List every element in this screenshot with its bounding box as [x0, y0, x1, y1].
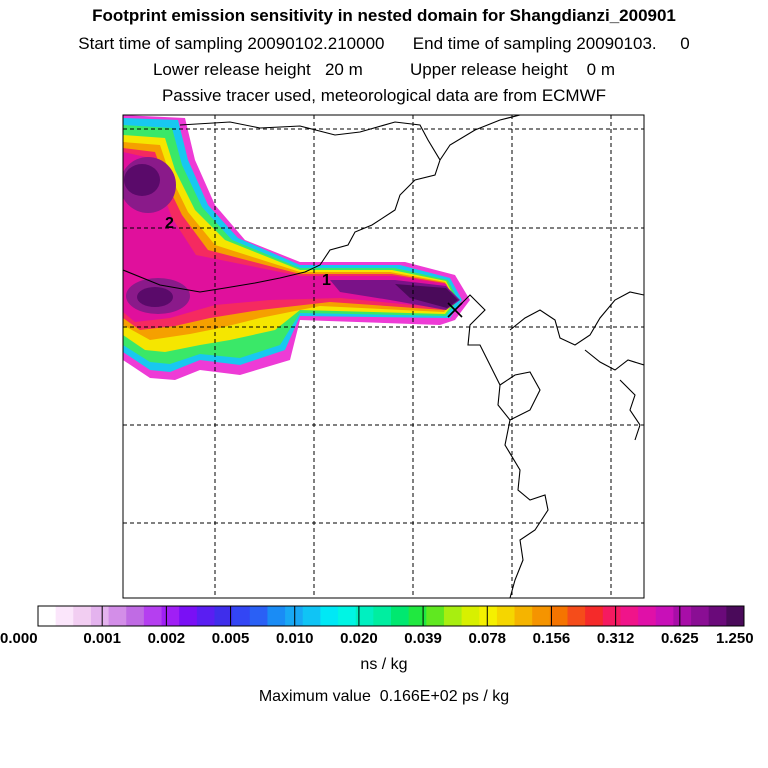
legend-color-cell	[338, 606, 357, 626]
legend-color-cell	[302, 606, 321, 626]
legend-color-cell	[655, 606, 674, 626]
plume-core-west-center	[137, 287, 173, 307]
legend-tick-label: 0.078	[468, 630, 507, 647]
legend-color-cell	[673, 606, 692, 626]
legend-color-cell	[108, 606, 127, 626]
legend-color-cell	[267, 606, 286, 626]
plume-magenta-layer	[123, 152, 455, 322]
contour-label-2: 2	[165, 215, 174, 232]
map-title: Footprint emission sensitivity in nested…	[92, 6, 676, 25]
legend-color-cell	[408, 606, 427, 626]
map-frame	[122, 114, 645, 599]
contour-label-1: 1	[322, 272, 331, 289]
legend-tick-label: 0.005	[211, 630, 250, 647]
legend-tick-label: 0.312	[596, 630, 635, 647]
x-icon	[447, 302, 463, 318]
plume-core-receptor-center	[395, 284, 458, 308]
coastline-peninsula	[584, 349, 644, 371]
legend-tick-label: 1.250	[716, 630, 754, 647]
legend-color-cell	[726, 606, 745, 626]
lat-lon-grid	[123, 115, 644, 598]
legend-tick-label: 0.002	[147, 630, 186, 647]
legend-color-cell	[391, 606, 410, 626]
legend-color-cell	[285, 606, 304, 626]
legend-color-cell	[461, 606, 480, 626]
legend-color-cell	[55, 606, 74, 626]
border-line-northeast	[439, 115, 521, 161]
legend-color-cell	[320, 606, 339, 626]
tracer-info-line: Passive tracer used, meteorological data…	[161, 86, 607, 105]
legend-color-cell	[161, 606, 180, 626]
legend-color-cell	[73, 606, 92, 626]
sampling-time-line: Start time of sampling 20090102.210000 E…	[78, 34, 690, 53]
legend-color-cell	[232, 606, 251, 626]
plume-core-north-center	[124, 164, 160, 196]
legend-color-cell	[214, 606, 233, 626]
legend-color-cell	[355, 606, 374, 626]
legend-color-cell	[585, 606, 604, 626]
legend-tick-label: 0.020	[340, 630, 378, 647]
legend-color-cell	[638, 606, 657, 626]
legend-tick-label: 0.010	[275, 630, 314, 647]
legend-tick-label: 0.039	[404, 630, 442, 647]
legend-color-cell	[179, 606, 198, 626]
legend-color-cell	[620, 606, 639, 626]
legend-units: ns / kg	[360, 656, 408, 673]
legend-color-cell	[567, 606, 586, 626]
legend-color-cell	[249, 606, 268, 626]
coastline-east	[459, 294, 549, 598]
release-height-line: Lower release height 20 m Upper release …	[152, 60, 616, 79]
legend-tick-label: 0.625	[661, 630, 699, 647]
legend-color-cell	[496, 606, 516, 626]
legend-tick-label: 0.000	[0, 630, 38, 647]
coastline-island	[619, 379, 641, 441]
legend-color-cell	[426, 606, 445, 626]
border-line	[123, 121, 441, 293]
legend-color-cell	[143, 606, 163, 626]
legend-color-cell	[708, 606, 727, 626]
legend-color-cell	[38, 606, 57, 626]
legend-frame	[37, 605, 745, 627]
legend-color-cell	[514, 606, 533, 626]
legend-color-cell	[126, 606, 145, 626]
coastline-bay	[509, 291, 644, 346]
legend-color-cell	[479, 606, 498, 626]
legend-color-cells	[38, 606, 745, 626]
legend-tick-label: 0.001	[83, 630, 121, 647]
legend-color-cell	[373, 606, 392, 626]
legend-color-cell	[196, 606, 215, 626]
legend-color-cell	[532, 606, 551, 626]
maximum-value-text: Maximum value 0.166E+02 ps / kg	[258, 688, 510, 705]
legend-color-cell	[90, 606, 110, 626]
legend-color-cell	[443, 606, 463, 626]
legend-color-cell	[691, 606, 710, 626]
legend-tick-label: 0.156	[532, 630, 571, 647]
legend-color-cell	[549, 606, 568, 626]
legend-color-cell	[602, 606, 621, 626]
